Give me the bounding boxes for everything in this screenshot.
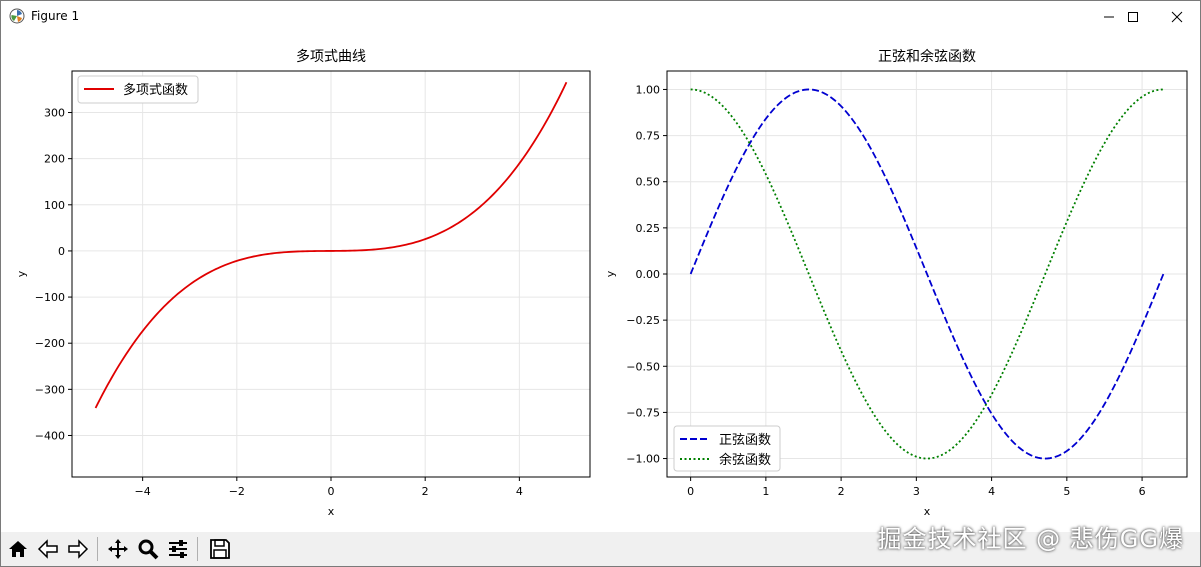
x-tick-label: 2: [422, 485, 429, 498]
polynomial-chart: 多项式曲线 −4 −2 0 2 4−400−300−200−1000100200300 …: [15, 48, 591, 518]
forward-button[interactable]: [65, 536, 91, 562]
toolbar-separator: [197, 537, 198, 561]
axis-ticks: 0 1 2 3 4 5 6 −1.00 −0.75 −0.50 −0.25 0.00 0.25 0.50 0…: [626, 83, 1145, 498]
y-tick-label: 0.50: [636, 176, 661, 189]
y-axis-label: y: [15, 270, 28, 277]
series-lines: [689, 88, 1165, 460]
legend-box: [77, 75, 199, 104]
y-tick-label: 1.00: [636, 83, 661, 96]
y-tick-label: −0.50: [626, 360, 660, 373]
grid: [667, 71, 1187, 477]
maximize-icon: [1128, 11, 1138, 22]
plot-frame: [666, 70, 1188, 478]
minimize-icon: [1104, 16, 1114, 17]
x-tick-label: −4: [135, 485, 151, 498]
save-button[interactable]: [207, 536, 233, 562]
y-tick-label: 0.25: [636, 222, 661, 235]
home-icon: [9, 541, 27, 557]
legend-label: 多项式函数: [123, 82, 188, 98]
legend-label: 余弦函数: [719, 452, 771, 468]
y-tick-label: 300: [44, 107, 65, 120]
x-tick-label: 1: [762, 485, 769, 498]
legend: 正弦函数 余弦函数: [673, 425, 781, 472]
y-tick-label: 0.00: [636, 268, 661, 281]
navigation-toolbar: [1, 532, 1200, 566]
sine-cosine-chart: 正弦和余弦函数 0 1 2 3 4 5 6−1.00−0.75−0.50−0.250.000…: [604, 48, 1188, 518]
zoom-icon: [138, 539, 159, 560]
grid: [72, 71, 590, 477]
series-line-1: [94, 81, 568, 409]
forward-arrow-icon: [68, 539, 89, 559]
x-tick-label: −2: [229, 485, 245, 498]
series-line-2: [690, 88, 1164, 460]
y-tick-label: −0.75: [626, 406, 660, 419]
pan-icon: [108, 539, 128, 559]
y-tick-label: −300: [35, 383, 65, 396]
x-tick-label: 0: [328, 485, 335, 498]
x-tick-label: 4: [516, 485, 523, 498]
y-tick-label: −200: [35, 337, 65, 350]
series-lines: [94, 81, 568, 409]
figure-canvas: 多项式曲线 −4 −2 0 2 4−400−300−200−1000100200300 …: [15, 48, 1188, 518]
close-button[interactable]: [1154, 1, 1200, 32]
configure-subplots-button[interactable]: [165, 536, 191, 562]
title-bar: Figure 1: [1, 1, 1200, 32]
zoom-button[interactable]: [135, 536, 161, 562]
save-icon: [210, 539, 230, 559]
x-tick-label: 0: [687, 485, 694, 498]
legend: 多项式函数: [77, 75, 199, 104]
watermark-text: 掘金技术社区 @ 悲伤GG爆: [877, 525, 1184, 553]
x-axis-label: x: [328, 505, 335, 518]
x-tick-label: 5: [1063, 485, 1070, 498]
x-tick-label: 4: [988, 485, 995, 498]
y-axis-label: y: [604, 270, 617, 277]
pan-button[interactable]: [105, 536, 131, 562]
y-tick-label: 200: [44, 153, 65, 166]
plot-frame: [71, 70, 591, 478]
axis-ticks: −4 −2 0 2 4 −400 −300 −200 −100 0 100 200 300: [35, 107, 523, 498]
chart-title: 多项式曲线: [296, 48, 366, 65]
legend-label: 正弦函数: [719, 432, 771, 448]
y-tick-label: −100: [35, 291, 65, 304]
legend-box: [673, 425, 781, 472]
series-line-1: [689, 88, 1165, 460]
close-icon: [1171, 11, 1183, 22]
window-title: Figure 1: [31, 9, 80, 23]
x-tick-label: 2: [838, 485, 845, 498]
x-tick-label: 6: [1139, 485, 1146, 498]
y-tick-label: 0: [58, 245, 65, 258]
y-tick-label: 100: [44, 199, 65, 212]
matplotlib-logo-icon: [9, 8, 25, 24]
x-tick-label: 3: [913, 485, 920, 498]
minimize-button[interactable]: [1086, 1, 1132, 32]
configure-subplots-icon: [169, 540, 187, 558]
maximize-button[interactable]: [1110, 1, 1156, 32]
y-tick-label: −1.00: [626, 453, 660, 466]
toolbar-separator: [97, 537, 98, 561]
back-button[interactable]: [35, 536, 61, 562]
back-arrow-icon: [37, 539, 58, 559]
chart-title: 正弦和余弦函数: [878, 48, 976, 65]
x-axis-label: x: [924, 505, 931, 518]
y-tick-label: −400: [35, 429, 65, 442]
y-tick-label: 0.75: [636, 130, 661, 143]
y-tick-label: −0.25: [626, 314, 660, 327]
home-button[interactable]: [5, 536, 31, 562]
